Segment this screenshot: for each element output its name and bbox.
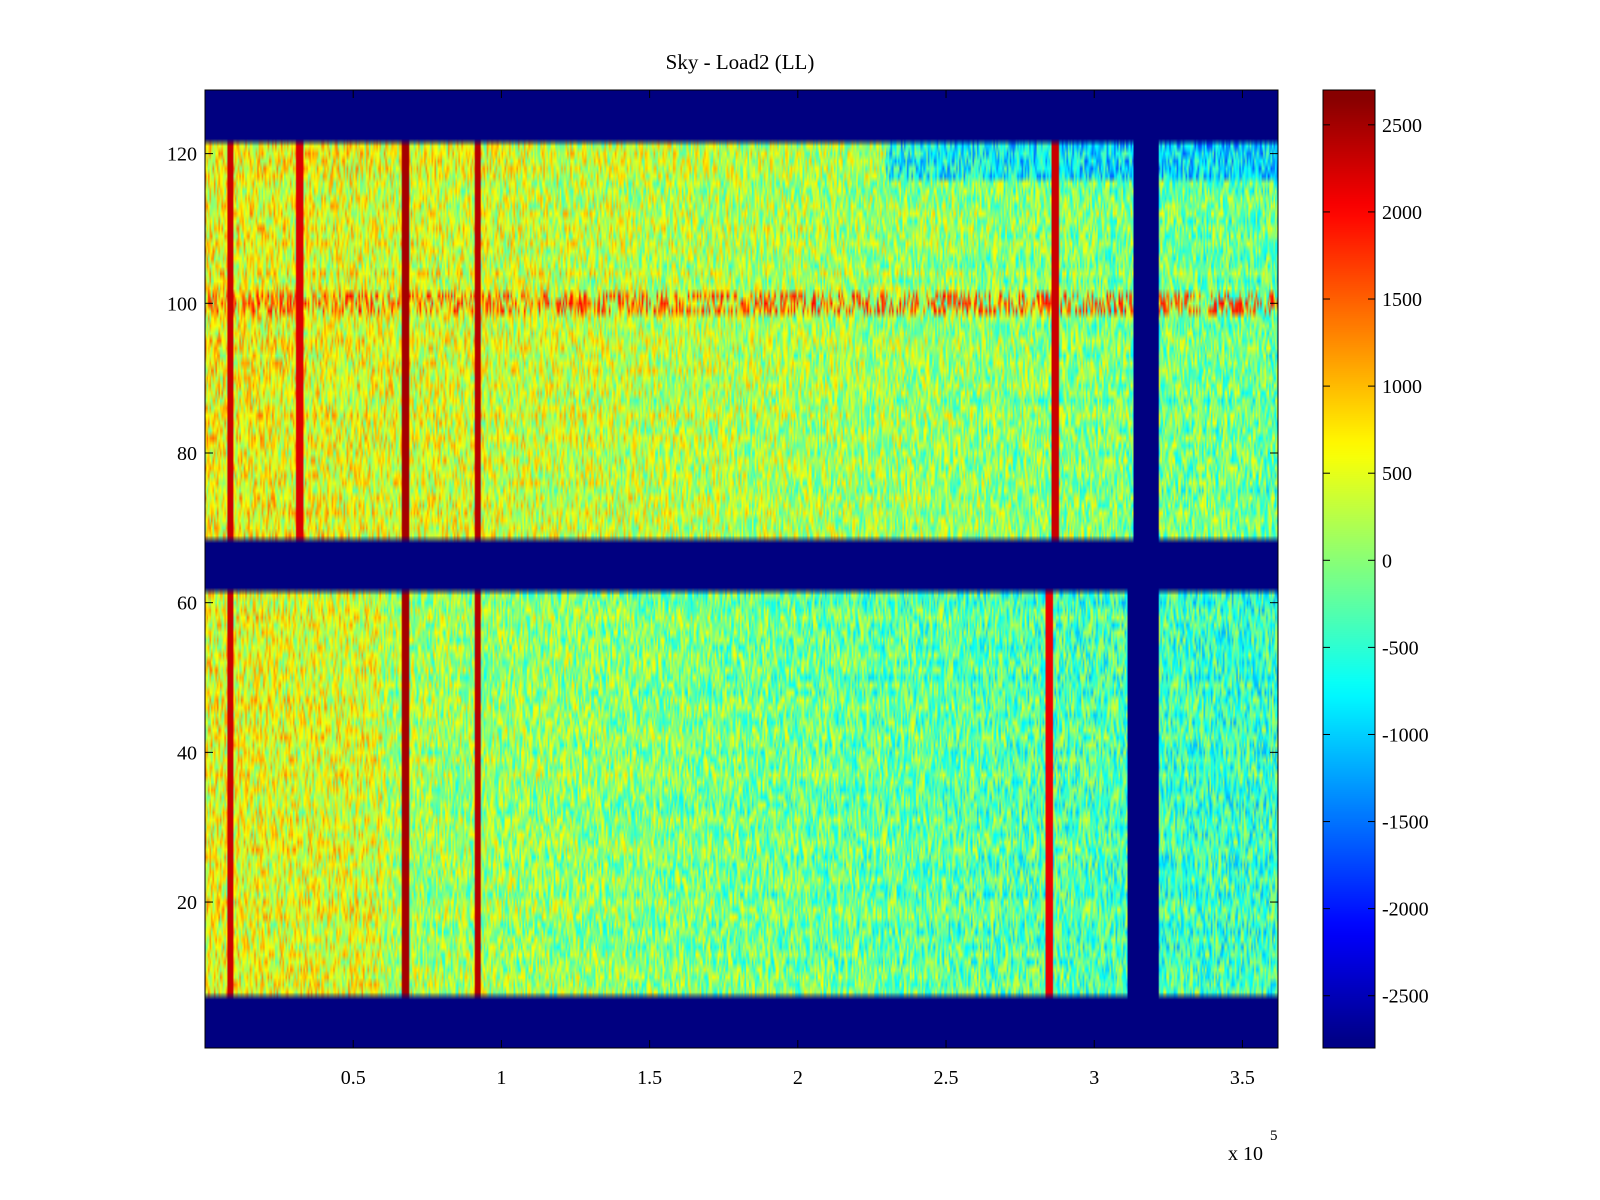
x-exponent-power: 5 bbox=[1270, 1128, 1278, 1144]
y-tick-label: 40 bbox=[177, 742, 197, 764]
colorbar-gradient bbox=[1323, 90, 1375, 1048]
chart-title: Sky - Load2 (LL) bbox=[666, 50, 815, 74]
x-exponent-label: x 10 bbox=[1228, 1143, 1263, 1165]
colorbar-ticks: 2500 2000 1500 1000 500 0 -500 -1000 -1500 -2000 -… bbox=[1323, 115, 1429, 1008]
colorbar-tick-label: 1000 bbox=[1382, 376, 1422, 398]
colorbar-tick-label: 2500 bbox=[1382, 115, 1422, 137]
y-tick-label: 60 bbox=[177, 593, 197, 615]
x-tick-label: 3.5 bbox=[1230, 1067, 1255, 1089]
colorbar-tick-label: 500 bbox=[1382, 463, 1412, 485]
colorbar-frame bbox=[1322, 89, 1376, 1049]
y-tick-label: 20 bbox=[177, 892, 197, 914]
plot-area bbox=[204, 89, 1279, 1049]
y-tick-label: 100 bbox=[167, 293, 197, 315]
colorbar: 2500 2000 1500 1000 500 0 -500 -1000 -1500 -2000 -… bbox=[1322, 89, 1429, 1049]
colorbar-tick-label: 1500 bbox=[1382, 289, 1422, 311]
y-tick-label: 120 bbox=[167, 144, 197, 166]
heatmap-image bbox=[205, 90, 1278, 1048]
x-tick-label: 0.5 bbox=[341, 1067, 366, 1089]
x-tick-label: 1.5 bbox=[637, 1067, 662, 1089]
x-tick-label: 1 bbox=[496, 1067, 506, 1089]
colorbar-tick-label: -500 bbox=[1382, 637, 1419, 659]
plot-frame bbox=[204, 89, 1279, 1049]
colorbar-tick-label: -2500 bbox=[1382, 986, 1429, 1008]
y-axis: 20 40 60 80 100 120 bbox=[167, 144, 1278, 914]
x-tick-label: 3 bbox=[1089, 1067, 1099, 1089]
x-exponent: x 10 5 bbox=[1228, 1128, 1278, 1165]
x-tick-label: 2.5 bbox=[934, 1067, 959, 1089]
colorbar-tick-label: -1000 bbox=[1382, 724, 1429, 746]
colorbar-tick-label: -2000 bbox=[1382, 899, 1429, 921]
colorbar-tick-label: 0 bbox=[1382, 550, 1392, 572]
y-tick-label: 80 bbox=[177, 443, 197, 465]
x-axis: 0.5 1 1.5 2 2.5 3 3.5 bbox=[341, 90, 1255, 1089]
colorbar-tick-label: -1500 bbox=[1382, 812, 1429, 834]
x-tick-label: 2 bbox=[793, 1067, 803, 1089]
colorbar-tick-label: 2000 bbox=[1382, 202, 1422, 224]
